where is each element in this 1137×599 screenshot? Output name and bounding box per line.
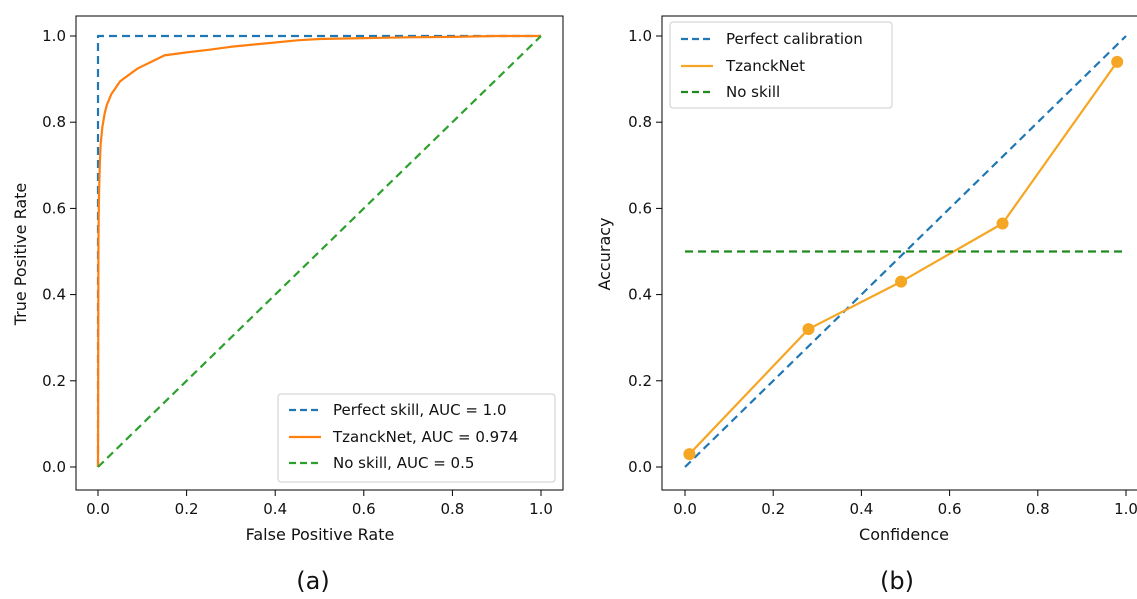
y-tick-label: 0.4 [628,286,652,304]
panel-b-axes-frame [661,15,1137,491]
panel-b-legend-box [669,21,893,109]
x-tick-label: 0.4 [263,500,287,518]
panel-a-legend-label-tzancknet: TzanckNet, AUC = 0.974 [332,428,518,446]
data-point-marker [895,275,908,288]
panel-b-x-axis-label: Confidence [859,525,949,544]
panel-b: 0.0 0.2 0.4 0.6 0.8 1.0 0.0 0.2 0.4 0.6 0.8 1.0 Co… [595,15,1137,595]
panel-b-legend-label-perfect: Perfect calibration [726,30,863,48]
y-tick-label: 1.0 [42,27,66,45]
panel-a-caption: (a) [296,567,329,595]
x-tick-label: 0.0 [86,500,110,518]
panel-a-legend-label-noskill: No skill, AUC = 0.5 [333,454,474,472]
series-line-tzancknet [688,61,1119,455]
y-tick-label: 0.2 [42,372,66,390]
panel-a-plot-lines [96,34,542,468]
panel-a: 0.0 0.2 0.4 0.6 0.8 1.0 0.0 0.2 0.4 0.6 0.8 1.0 Fa… [11,15,564,595]
data-point-marker [996,217,1009,230]
y-tick-label: 1.0 [628,27,652,45]
data-point-marker [683,448,696,461]
data-point-marker [1111,55,1124,68]
panel-b-caption: (b) [880,567,914,595]
y-tick-label: 0.0 [628,458,652,476]
panel-a-legend: Perfect skill, AUC = 1.0 TzanckNet, AUC … [277,393,556,483]
x-tick-label: 1.0 [529,500,553,518]
y-tick-label: 0.4 [42,286,66,304]
y-tick-label: 0.6 [628,199,652,217]
y-tick-label: 0.2 [628,372,652,390]
panel-b-legend-label-tzancknet: TzanckNet [725,57,805,75]
panel-a-y-axis-label: True Positive Rate [11,183,30,327]
panel-b-legend-label-noskill: No skill [726,83,780,101]
series-line-tzancknet-auc-0-974 [96,34,541,468]
data-point-marker [802,323,815,336]
x-tick-label: 0.6 [938,500,962,518]
x-tick-label: 0.2 [175,500,199,518]
panel-a-x-ticks: 0.0 0.2 0.4 0.6 0.8 1.0 [86,490,553,518]
panel-b-plot-lines [683,35,1127,468]
x-tick-label: 0.8 [1026,500,1050,518]
y-tick-label: 0.8 [628,113,652,131]
panel-b-x-ticks: 0.0 0.2 0.4 0.6 0.8 1.0 [673,490,1137,518]
x-tick-label: 0.2 [761,500,785,518]
x-tick-label: 1.0 [1114,500,1137,518]
x-tick-label: 0.8 [440,500,464,518]
x-tick-label: 0.0 [673,500,697,518]
x-tick-label: 0.6 [352,500,376,518]
panel-b-legend: Perfect calibration TzanckNet No skill [669,21,893,109]
y-tick-label: 0.8 [42,113,66,131]
panel-a-legend-box [277,393,556,483]
y-tick-label: 0.6 [42,199,66,217]
y-tick-label: 0.0 [42,458,66,476]
panel-a-x-axis-label: False Positive Rate [246,525,395,544]
panel-b-y-ticks: 0.0 0.2 0.4 0.6 0.8 1.0 [628,27,662,476]
panel-a-legend-label-perfect: Perfect skill, AUC = 1.0 [333,401,507,419]
panel-a-y-ticks: 0.0 0.2 0.4 0.6 0.8 1.0 [42,27,76,476]
panel-b-y-axis-label: Accuracy [595,217,614,290]
panel-a-axes-frame [75,15,564,491]
series-line-perfect-calibration [684,35,1127,468]
x-tick-label: 0.4 [849,500,873,518]
